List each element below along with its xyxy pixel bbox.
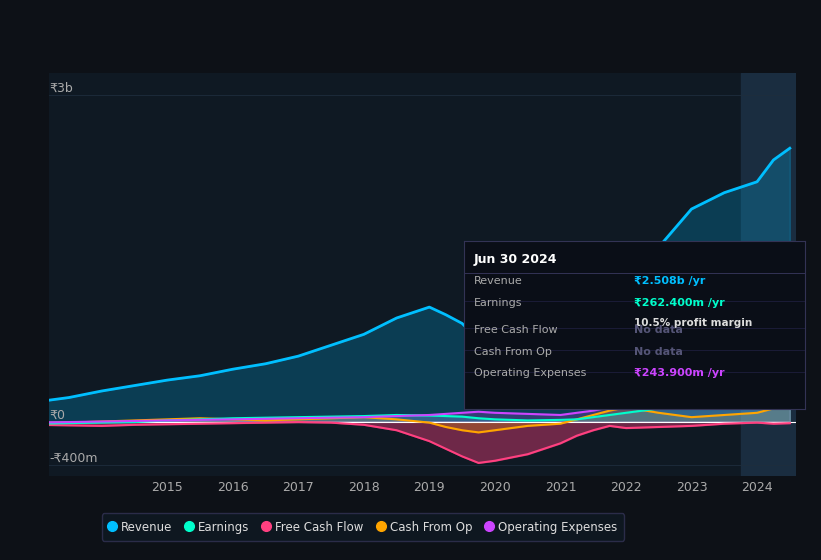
Text: ₹262.400m /yr: ₹262.400m /yr [635,298,725,308]
Text: ₹2.508b /yr: ₹2.508b /yr [635,276,705,286]
Text: No data: No data [635,347,683,357]
Text: -₹400m: -₹400m [49,452,98,465]
Text: 10.5% profit margin: 10.5% profit margin [635,318,753,328]
Legend: Revenue, Earnings, Free Cash Flow, Cash From Op, Operating Expenses: Revenue, Earnings, Free Cash Flow, Cash … [102,514,625,540]
Text: ₹3b: ₹3b [49,82,73,95]
Text: Jun 30 2024: Jun 30 2024 [474,253,557,265]
Text: ₹243.900m /yr: ₹243.900m /yr [635,368,725,379]
Text: Revenue: Revenue [474,276,523,286]
Text: Free Cash Flow: Free Cash Flow [474,325,557,335]
Text: Earnings: Earnings [474,298,523,308]
Text: Cash From Op: Cash From Op [474,347,552,357]
Text: ₹0: ₹0 [49,408,65,422]
Bar [741,73,796,476]
Text: Operating Expenses: Operating Expenses [474,368,586,379]
Text: No data: No data [635,325,683,335]
